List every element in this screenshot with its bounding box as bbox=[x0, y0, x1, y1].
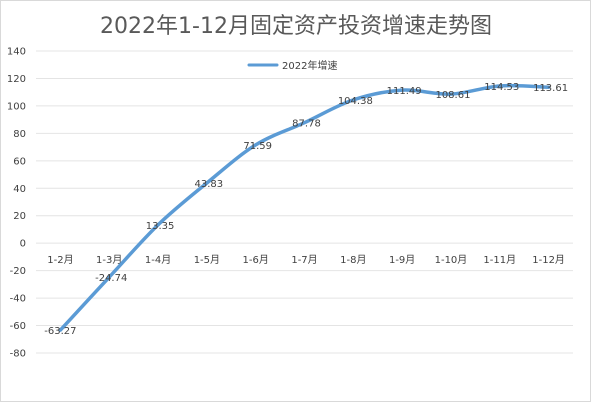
x-axis: 1-2月 1-3月 1-4月 1-5月 1-6月 1-7月 1-8月 1-9月 1-10月 1-1… bbox=[47, 254, 565, 266]
data-label-layer: -63.27 -24.74 13.35 43.83 71.59 87.78 104.38 11… bbox=[44, 82, 568, 337]
x-tick-label: 1-8月 bbox=[340, 254, 366, 266]
y-tick-label: 60 bbox=[13, 156, 26, 167]
x-tick-label: 1-9月 bbox=[389, 254, 415, 266]
data-label: 114.53 bbox=[484, 82, 519, 93]
y-tick-label: -40 bbox=[10, 294, 26, 305]
data-label: 104.38 bbox=[338, 96, 373, 107]
y-tick-label: 40 bbox=[13, 184, 26, 195]
data-label: 108.61 bbox=[435, 90, 470, 101]
legend: 2022年增速 bbox=[247, 59, 337, 72]
series-layer bbox=[58, 83, 551, 332]
x-tick-label: 1-12月 bbox=[532, 254, 565, 266]
x-tick-label: 1-3月 bbox=[96, 254, 122, 266]
x-tick-label: 1-4月 bbox=[145, 254, 171, 266]
y-tick-label: 140 bbox=[7, 47, 26, 58]
data-label: -63.27 bbox=[44, 326, 76, 337]
data-label: 113.61 bbox=[533, 83, 568, 94]
data-label: 71.59 bbox=[243, 141, 272, 152]
data-label: 13.35 bbox=[146, 221, 175, 232]
chart-title: 2022年1-12月固定资产投资增速走势图 bbox=[100, 14, 492, 39]
y-tick-label: 20 bbox=[13, 211, 26, 222]
y-tick-label: 100 bbox=[7, 101, 26, 112]
series-line bbox=[58, 83, 551, 332]
y-tick-label: -20 bbox=[10, 266, 26, 277]
x-tick-label: 1-7月 bbox=[291, 254, 317, 266]
y-tick-label: 120 bbox=[7, 74, 26, 85]
y-tick-label: -60 bbox=[10, 321, 26, 332]
x-tick-label: 1-5月 bbox=[194, 254, 220, 266]
data-label: 111.49 bbox=[387, 86, 422, 97]
y-tick-label: 0 bbox=[20, 239, 26, 250]
data-label: 87.78 bbox=[292, 119, 321, 130]
y-axis: 140 120 100 80 60 40 20 0 -20 -40 -60 -80 bbox=[7, 47, 26, 360]
y-tick-label: -80 bbox=[10, 349, 26, 360]
x-tick-label: 1-2月 bbox=[47, 254, 73, 266]
legend-label: 2022年增速 bbox=[282, 59, 337, 72]
x-tick-label: 1-6月 bbox=[243, 254, 269, 266]
data-label: -24.74 bbox=[95, 273, 127, 284]
x-tick-label: 1-11月 bbox=[483, 254, 516, 266]
data-label: 43.83 bbox=[195, 179, 224, 190]
grid-layer bbox=[36, 50, 573, 354]
y-tick-label: 80 bbox=[13, 129, 26, 140]
x-tick-label: 1-10月 bbox=[435, 254, 468, 266]
